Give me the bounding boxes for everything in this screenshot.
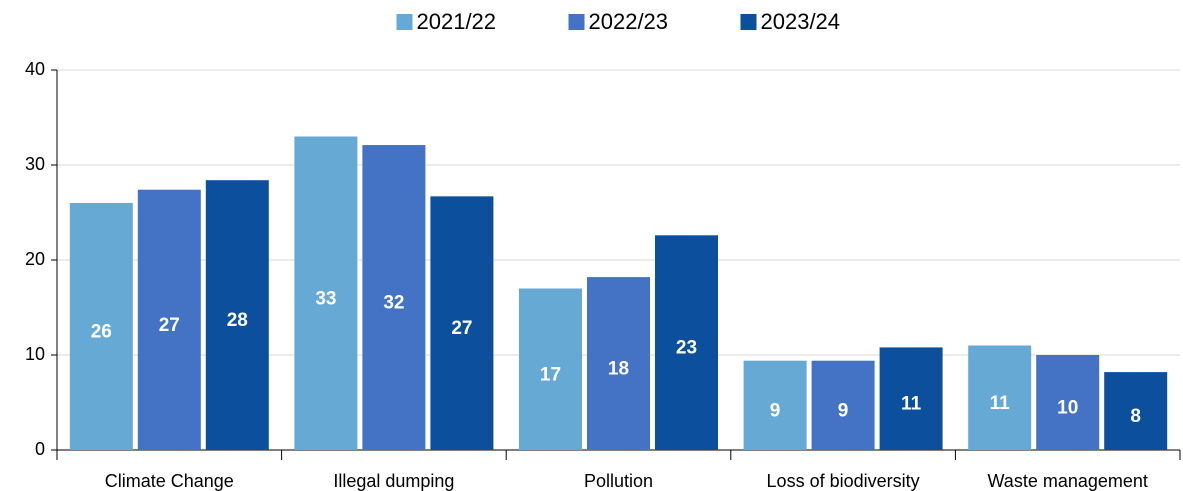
legend-label: 2023/24 [761,9,841,34]
value-label: 8 [1130,406,1141,427]
value-label: 18 [608,359,629,380]
bar [137,189,201,450]
bar [655,235,718,450]
legend-label: 2022/23 [589,9,669,34]
y-tick-label: 20 [25,249,45,269]
bar [811,360,875,450]
bar [879,347,943,450]
bar [362,145,426,451]
value-label: 28 [227,310,248,331]
bar [1104,372,1168,450]
value-label: 27 [159,315,180,336]
bar [968,345,1032,450]
value-label: 27 [451,318,472,339]
value-label: 9 [838,400,849,421]
value-label: 10 [1057,398,1078,419]
legend-swatch [396,14,413,30]
bar [294,136,358,450]
bar [587,277,650,450]
bar [1036,355,1100,450]
value-label: 9 [770,400,781,421]
bar [519,288,582,450]
value-label: 33 [315,288,336,309]
x-tick-label: Illegal dumping [333,471,454,491]
y-tick-label: 40 [25,59,45,79]
legend-label: 2021/22 [417,9,497,34]
bar [430,196,494,450]
bar [205,180,269,450]
value-label: 26 [91,322,112,343]
x-tick-label: Loss of biodiversity [767,471,920,491]
x-tick-label: Pollution [584,471,653,491]
y-tick-label: 0 [35,439,45,459]
value-label: 11 [901,394,922,415]
x-tick-label: Climate Change [105,471,234,491]
legend-swatch [740,14,757,30]
value-label: 17 [540,364,561,385]
value-label: 23 [676,338,697,359]
bar [743,360,807,450]
y-tick-label: 30 [25,154,45,174]
value-label: 11 [990,393,1011,414]
legend-swatch [568,14,585,30]
value-label: 32 [383,293,404,314]
x-tick-label: Waste management [987,471,1147,491]
y-tick-label: 10 [25,344,45,364]
bar [69,203,133,450]
